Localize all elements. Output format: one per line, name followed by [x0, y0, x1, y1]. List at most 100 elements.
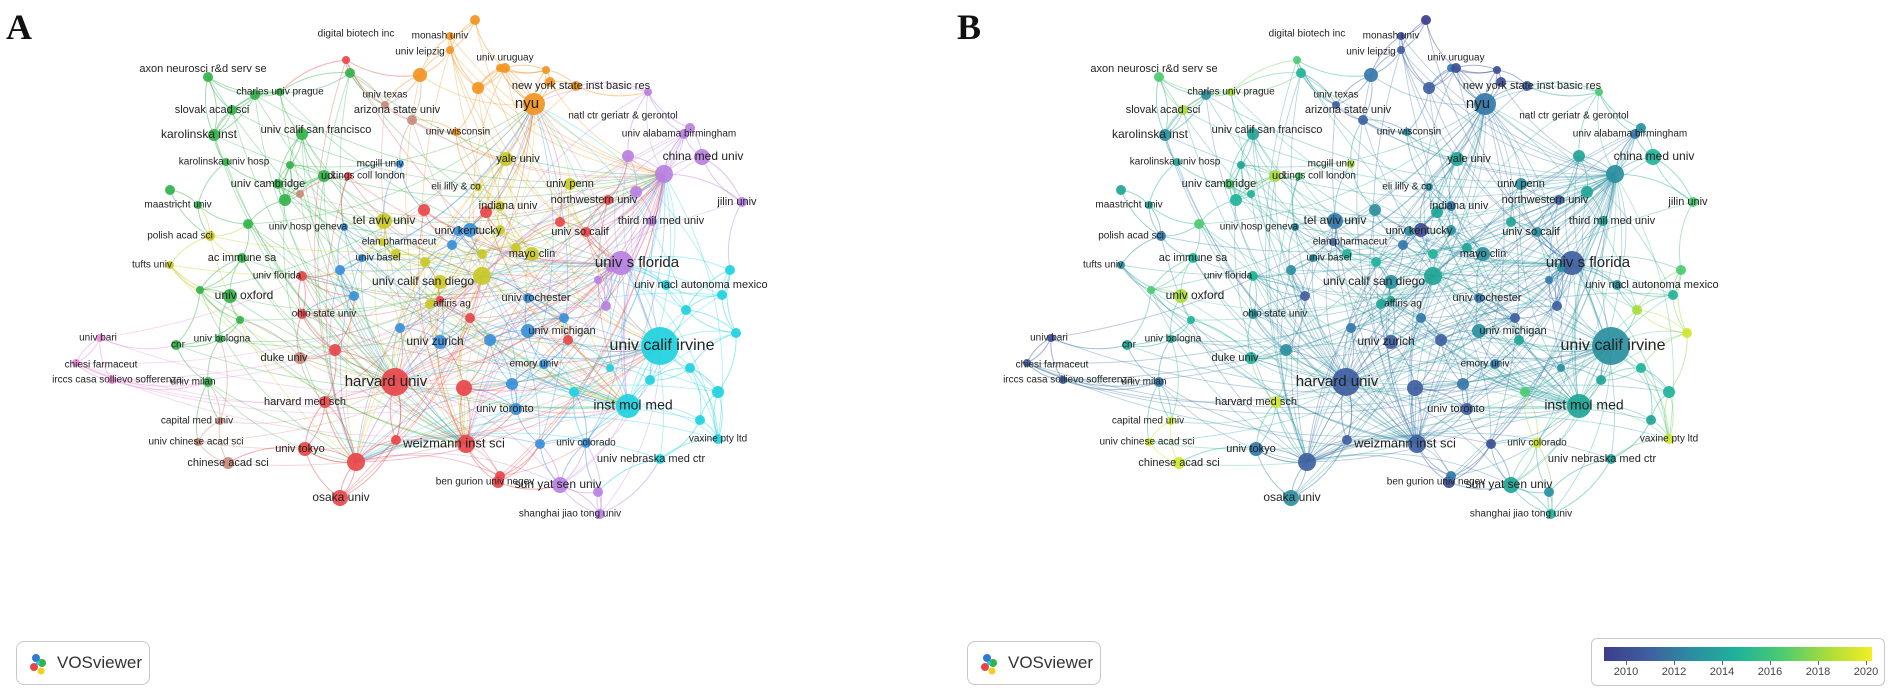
- node[interactable]: [1646, 415, 1656, 425]
- node-univ-cambridge[interactable]: [273, 179, 283, 189]
- node-harvard-univ[interactable]: [381, 368, 409, 396]
- node-univ-florida[interactable]: [1248, 271, 1258, 281]
- node-chiesi-farmaceut[interactable]: [1023, 359, 1031, 367]
- node-jilin-univ[interactable]: [737, 197, 747, 207]
- node[interactable]: [279, 194, 291, 206]
- node-univ-penn[interactable]: [1515, 178, 1527, 190]
- node[interactable]: [1371, 257, 1381, 267]
- node-third-mil-med-univ[interactable]: [1598, 216, 1608, 226]
- node-univ-colorado[interactable]: [581, 438, 591, 448]
- node-univ-hosp-geneva[interactable]: [340, 223, 348, 231]
- node-axon-neurosci-r-d-serv-se[interactable]: [203, 72, 213, 82]
- node-harvard-med-sch[interactable]: [1270, 396, 1282, 408]
- node[interactable]: [1435, 334, 1447, 346]
- node[interactable]: [1606, 165, 1624, 183]
- node-univ-bari[interactable]: [1047, 334, 1055, 342]
- node[interactable]: [555, 217, 565, 227]
- node-chinese-acad-sci[interactable]: [222, 457, 234, 469]
- node-karolinska-univ-hosp[interactable]: [222, 158, 230, 166]
- node-univ-texas[interactable]: [1332, 101, 1340, 109]
- node[interactable]: [1446, 225, 1456, 235]
- node[interactable]: [1187, 316, 1195, 324]
- node[interactable]: [243, 219, 253, 229]
- node[interactable]: [420, 257, 430, 267]
- node-vaxine-pty-ltd[interactable]: [713, 434, 723, 444]
- node-univ-s-florida[interactable]: [1560, 251, 1584, 275]
- node[interactable]: [712, 386, 724, 398]
- node-univ-oxford[interactable]: [223, 289, 237, 303]
- node-irccs-casa-sollievo-sofferenza[interactable]: [1059, 376, 1067, 384]
- node-univ-milan[interactable]: [1154, 377, 1164, 387]
- node[interactable]: [1369, 204, 1381, 216]
- node-univ-nebraska-med-ctr[interactable]: [655, 454, 665, 464]
- node[interactable]: [1407, 380, 1423, 396]
- node[interactable]: [1462, 243, 1472, 253]
- node[interactable]: [1596, 375, 1606, 385]
- node-univ-chinese-acad-sci[interactable]: [1145, 438, 1153, 446]
- node[interactable]: [236, 316, 244, 324]
- node[interactable]: [480, 206, 492, 218]
- node-univ-nebraska-med-ctr[interactable]: [1606, 454, 1616, 464]
- node-weizmann-inst-sci[interactable]: [1408, 435, 1426, 453]
- node[interactable]: [395, 323, 405, 333]
- node[interactable]: [484, 334, 496, 346]
- node[interactable]: [681, 305, 691, 315]
- node-univ-rochester[interactable]: [1474, 293, 1484, 303]
- node-univ-basel[interactable]: [1309, 254, 1317, 262]
- node-vaxine-pty-ltd[interactable]: [1664, 434, 1674, 444]
- node-sun-yat-sen-univ[interactable]: [1503, 477, 1519, 493]
- node-univ-nacl-autonoma-mexico[interactable]: [1612, 280, 1622, 290]
- node-univ-milan[interactable]: [203, 377, 213, 387]
- node-polish-acad-sci[interactable]: [1156, 231, 1166, 241]
- node[interactable]: [1428, 249, 1438, 259]
- node-univ-penn[interactable]: [564, 178, 576, 190]
- node[interactable]: [1676, 265, 1686, 275]
- node-univ-leipzig[interactable]: [1397, 46, 1405, 54]
- node-tufts-univ[interactable]: [1117, 261, 1125, 269]
- node[interactable]: [1230, 194, 1242, 206]
- node[interactable]: [1682, 328, 1692, 338]
- node-univ-michigan[interactable]: [1472, 324, 1486, 338]
- node-eli-lilly-co[interactable]: [1425, 183, 1433, 191]
- node[interactable]: [506, 378, 518, 390]
- node-univ-calif-san-francisco[interactable]: [296, 128, 308, 140]
- node-polish-acad-sci[interactable]: [205, 231, 215, 241]
- node-univ-texas[interactable]: [381, 101, 389, 109]
- node[interactable]: [1663, 386, 1675, 398]
- node[interactable]: [1147, 286, 1155, 294]
- node-univ-tokyo[interactable]: [298, 442, 312, 456]
- node-univ-florida[interactable]: [297, 271, 307, 281]
- node[interactable]: [1298, 453, 1316, 471]
- node-ac-immune-sa[interactable]: [1188, 253, 1198, 263]
- node[interactable]: [196, 286, 204, 294]
- node[interactable]: [1423, 82, 1435, 94]
- node-univ-so-calif[interactable]: [1532, 227, 1542, 237]
- node-capital-med-univ[interactable]: [1167, 417, 1175, 425]
- node-karolinska-inst[interactable]: [1159, 129, 1171, 141]
- node[interactable]: [1636, 123, 1646, 133]
- node-nyu[interactable]: [1474, 93, 1496, 115]
- node[interactable]: [645, 375, 655, 385]
- node[interactable]: [456, 380, 472, 396]
- node[interactable]: [725, 265, 735, 275]
- node[interactable]: [335, 265, 345, 275]
- node[interactable]: [250, 90, 260, 100]
- node[interactable]: [436, 296, 444, 304]
- node-affiris-ag[interactable]: [425, 299, 435, 309]
- node[interactable]: [495, 471, 505, 481]
- node[interactable]: [535, 439, 545, 449]
- node-elan-pharmaceut[interactable]: [378, 238, 386, 246]
- node[interactable]: [1668, 290, 1678, 300]
- node[interactable]: [1398, 240, 1408, 250]
- node[interactable]: [563, 335, 573, 345]
- node[interactable]: [1416, 313, 1426, 323]
- node-chinese-acad-sci[interactable]: [1173, 457, 1185, 469]
- node-tufts-univ[interactable]: [166, 261, 174, 269]
- node-new-york-state-inst-basic-res[interactable]: [571, 81, 581, 91]
- node-univ-michigan[interactable]: [521, 324, 535, 338]
- node[interactable]: [511, 243, 521, 253]
- node-univ-s-florida[interactable]: [609, 251, 633, 275]
- node[interactable]: [1431, 206, 1443, 218]
- node[interactable]: [717, 290, 727, 300]
- node-kings-coll-london[interactable]: [1295, 172, 1303, 180]
